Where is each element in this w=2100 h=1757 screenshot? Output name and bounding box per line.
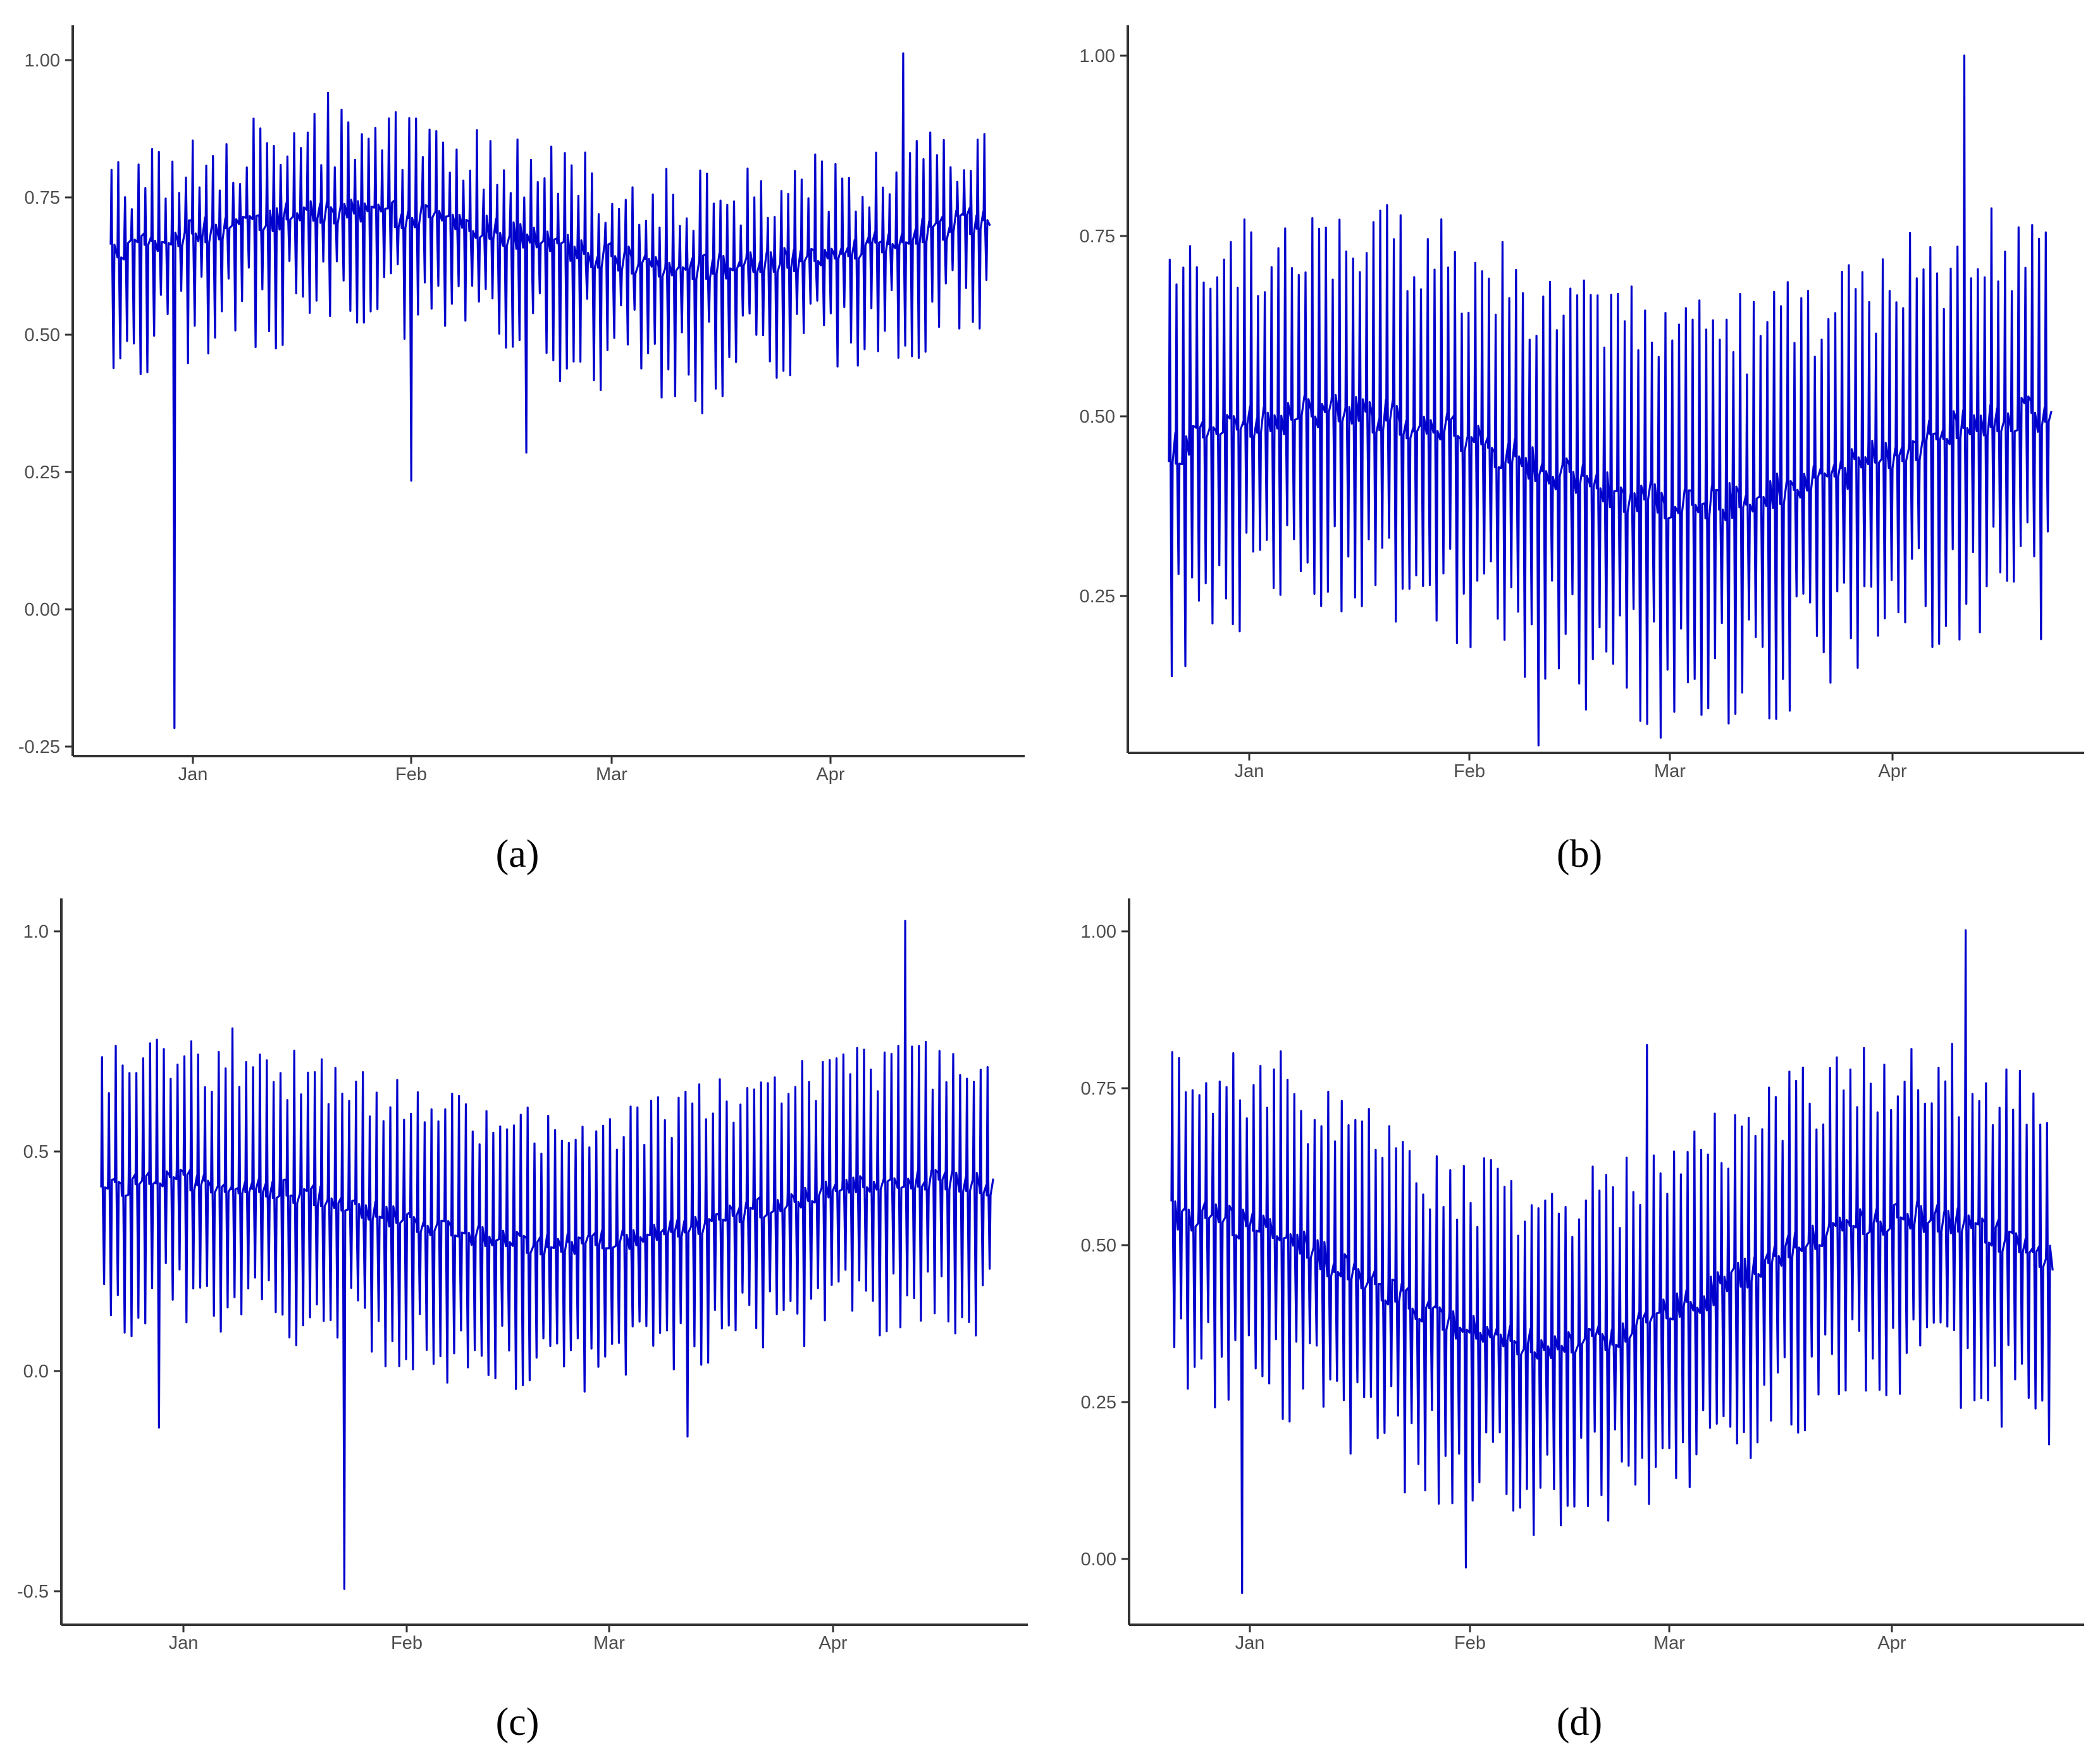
panel-d-x-tick-label: Mar	[1653, 1633, 1685, 1653]
panel-d-caption: (d)	[1557, 1701, 1602, 1744]
panel-b-caption: (b)	[1557, 833, 1602, 876]
panel-b: 1.00 0.75 0.50 0.25 Jan Feb Mar Apr (b)	[1080, 25, 2084, 876]
panel-c-x-tick-label: Mar	[593, 1633, 625, 1653]
panel-c-x-ticks: Jan Feb Mar Apr	[169, 1625, 848, 1653]
panel-a-y-tick-label: -0.25	[18, 737, 60, 757]
panel-a-y-tick-label: 0.00	[25, 600, 60, 620]
panel-c-y-tick-label: 1.0	[23, 922, 49, 942]
panel-b-y-ticks: 1.00 0.75 0.50 0.25	[1080, 46, 1128, 607]
panel-c-caption: (c)	[496, 1701, 540, 1744]
panel-a-y-tick-label: 1.00	[25, 51, 60, 71]
panel-c-x-tick-label: Apr	[818, 1633, 847, 1653]
panel-d-x-tick-label: Feb	[1454, 1633, 1486, 1653]
panel-a-x-tick-label: Apr	[816, 764, 844, 785]
panel-b-y-tick-label: 0.50	[1080, 407, 1115, 427]
panel-a-caption: (a)	[496, 833, 540, 876]
panel-b-x-tick-label: Feb	[1454, 761, 1485, 781]
panel-c-x-tick-label: Jan	[169, 1633, 199, 1653]
panel-a-y-tick-label: 0.50	[25, 325, 60, 345]
panel-c-y-tick-label: 0.5	[23, 1142, 49, 1162]
panel-c-y-ticks: 1.0 0.5 0.0 -0.5	[17, 922, 61, 1602]
panel-d-y-tick-label: 0.00	[1081, 1549, 1116, 1570]
panel-b-y-tick-label: 0.75	[1080, 227, 1115, 247]
panel-b-x-tick-label: Mar	[1654, 761, 1686, 781]
panel-b-x-tick-label: Jan	[1235, 761, 1264, 781]
panel-d-y-ticks: 1.00 0.75 0.50 0.25 0.00	[1081, 922, 1129, 1570]
panel-d-y-tick-label: 0.50	[1081, 1236, 1116, 1256]
panel-b-y-tick-label: 0.25	[1080, 587, 1115, 607]
panel-c: 1.0 0.5 0.0 -0.5 Jan Feb Mar Apr (c)	[17, 898, 1028, 1744]
panel-a-series-line	[109, 52, 991, 729]
panel-b-x-ticks: Jan Feb Mar Apr	[1235, 753, 1907, 781]
panel-b-series-line	[1168, 54, 2053, 747]
panel-d-x-ticks: Jan Feb Mar Apr	[1235, 1625, 1906, 1653]
panel-b-x-tick-label: Apr	[1878, 761, 1906, 781]
panel-a-y-tick-label: 0.25	[25, 463, 60, 483]
panel-a: 1.00 0.75 0.50 0.25 0.00 -0.25 Jan Feb M…	[18, 25, 1025, 876]
panel-c-y-tick-label: -0.5	[17, 1582, 49, 1602]
panel-d: 1.00 0.75 0.50 0.25 0.00 Jan Feb Mar Apr…	[1081, 898, 2084, 1744]
panel-d-y-tick-label: 0.25	[1081, 1393, 1116, 1413]
panel-d-x-tick-label: Apr	[1877, 1633, 1906, 1653]
panel-d-y-tick-label: 0.75	[1081, 1079, 1116, 1099]
panel-d-series-line	[1170, 929, 2054, 1594]
panel-a-x-tick-label: Jan	[178, 764, 208, 785]
panel-d-x-tick-label: Jan	[1235, 1633, 1265, 1653]
panel-d-y-tick-label: 1.00	[1081, 922, 1116, 942]
panel-a-x-tick-label: Mar	[596, 764, 627, 785]
panel-b-y-tick-label: 1.00	[1080, 46, 1115, 66]
panel-c-y-tick-label: 0.0	[23, 1362, 49, 1382]
panel-a-y-tick-label: 0.75	[25, 188, 60, 208]
panel-c-series-line	[100, 919, 994, 1590]
panel-c-x-tick-label: Feb	[391, 1633, 423, 1653]
panel-a-y-ticks: 1.00 0.75 0.50 0.25 0.00 -0.25	[18, 51, 73, 757]
panel-a-x-ticks: Jan Feb Mar Apr	[178, 756, 845, 785]
panel-a-x-tick-label: Feb	[395, 764, 427, 785]
